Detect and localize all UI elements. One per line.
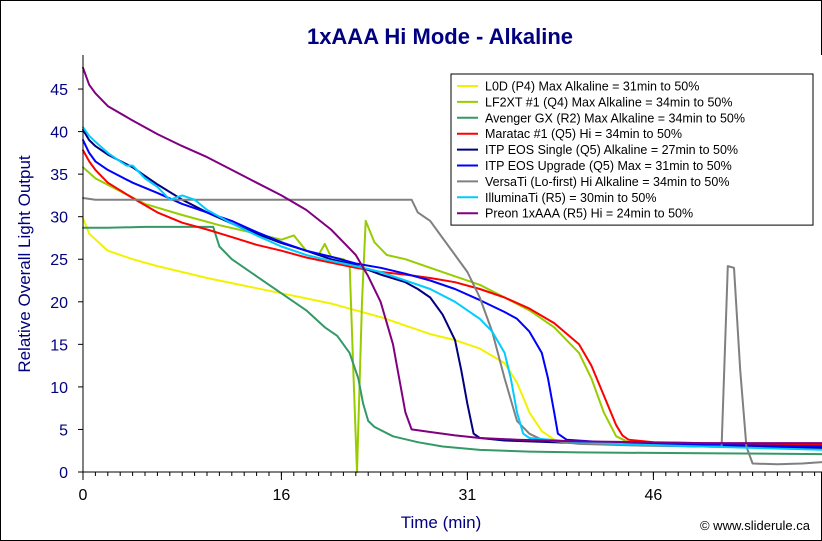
legend-entry: LF2XT #1 (Q4) Max Alkaline = 34min to 50… [485,95,732,109]
axes-layer: 0 5 10 15 20 25 30 35 40 45 0 16 31 46 [50,55,822,504]
x-tick-label: 16 [273,487,291,504]
x-tick-label: 46 [645,487,663,504]
legend-entry: VersaTi (Lo-first) Hi Alkaline = 34min t… [485,175,729,189]
y-tick-label: 45 [50,82,68,99]
series-line-9 [82,66,822,445]
series-line-5 [82,128,822,450]
legend-entry: ITP EOS Single (Q5) Alkaline = 27min to … [485,143,738,157]
y-axis-title: Relative Overall Light Output [15,155,34,373]
series-line-6 [82,139,822,448]
legend: L0D (P4) Max Alkaline = 31min to 50%LF2X… [450,73,814,226]
y-tick-label: 15 [50,337,68,354]
y-tick-label: 40 [50,125,68,142]
legend-entry: IlluminaTi (R5) = 30min to 50% [485,191,656,205]
legend-entry: ITP EOS Upgrade (Q5) Max = 31min to 50% [485,159,732,173]
legend-entry: Avenger GX (R2) Max Alkaline = 34min to … [485,111,745,125]
x-tick-label: 0 [79,487,88,504]
y-tick-label: 10 [50,380,68,397]
legend-entry: Maratac #1 (Q5) Hi = 34min to 50% [485,127,682,141]
y-tick-label: 0 [59,465,68,482]
chart-title: 1xAAA Hi Mode - Alkaline [307,24,573,49]
series-layer [82,66,822,473]
x-tick-label: 31 [459,487,477,504]
y-tick-label: 25 [50,252,68,269]
y-tick-label: 35 [50,167,68,184]
copyright-credit: © www.sliderule.ca [700,518,811,533]
legend-entry: L0D (P4) Max Alkaline = 31min to 50% [485,80,699,94]
legend-box [450,73,814,226]
y-tick-label: 5 [59,422,68,439]
legend-entry: Preon 1xAAA (R5) Hi = 24min to 50% [485,207,693,221]
series-line-3 [82,225,822,456]
x-axis-title: Time (min) [401,513,482,532]
series-line-7 [82,197,822,466]
y-tick-label: 20 [50,295,68,312]
y-tick-label: 30 [50,210,68,227]
series-line-8 [82,126,822,451]
